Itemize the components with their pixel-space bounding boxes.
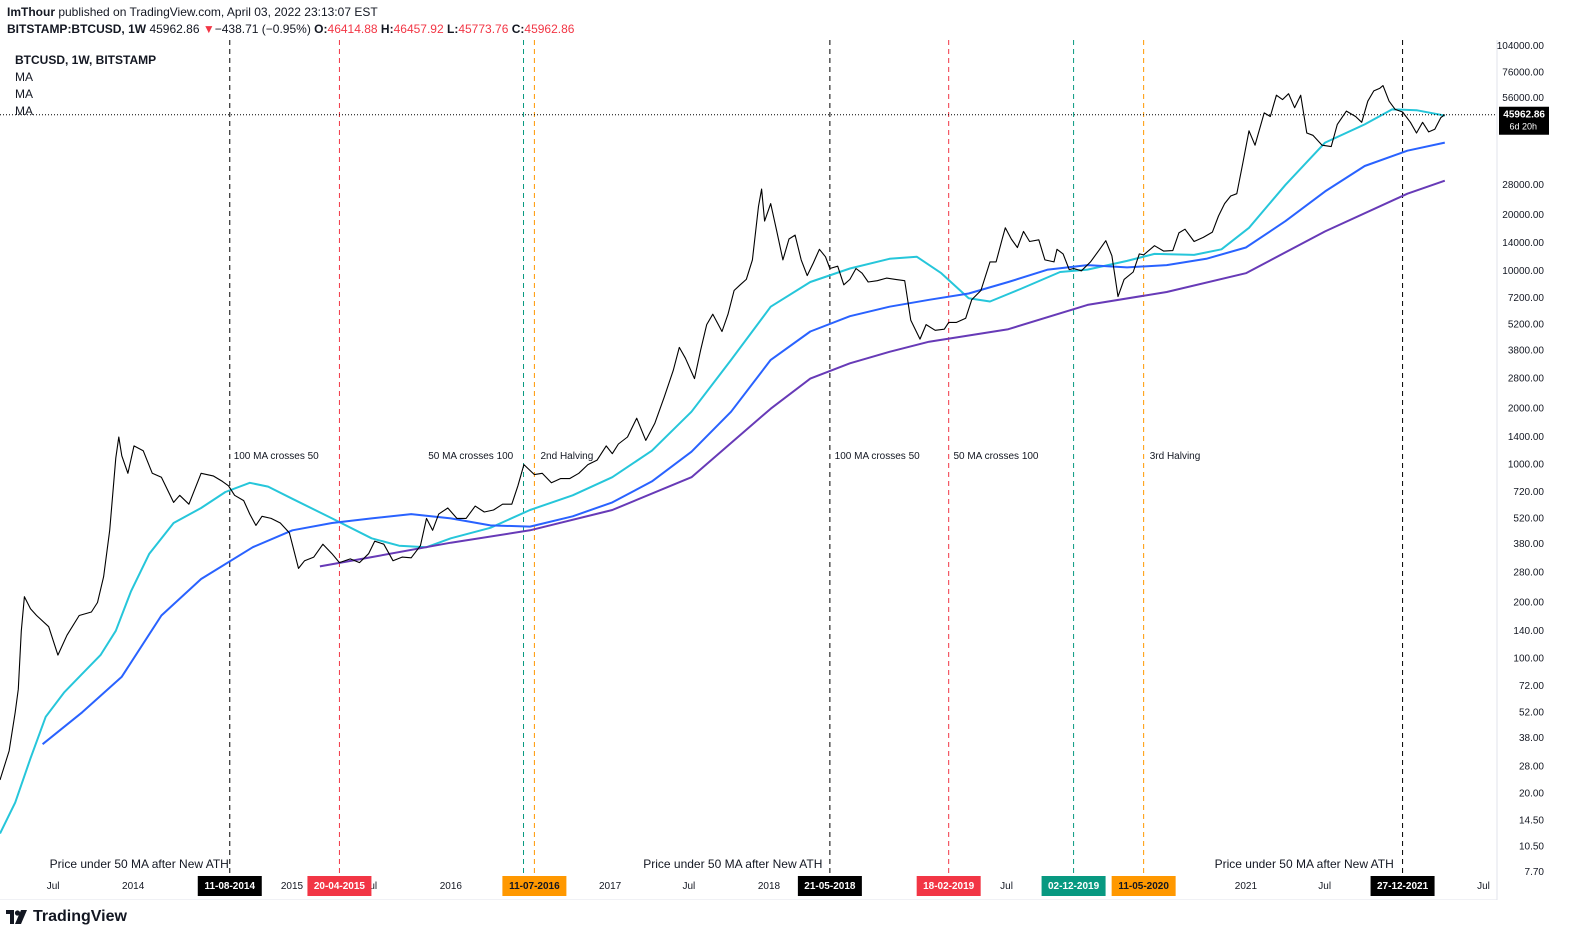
y-tick-label: 140.00 <box>1513 626 1544 637</box>
published-text: published on TradingView.com, April 03, … <box>55 5 378 19</box>
y-tick-label: 10000.00 <box>1502 266 1544 277</box>
annotation-label: 2nd Halving <box>540 451 593 462</box>
close-label: C: <box>511 22 525 36</box>
event-date-tag <box>502 876 567 896</box>
y-tick-label: 1000.00 <box>1508 460 1545 471</box>
y-tick-label: 7200.00 <box>1508 293 1545 304</box>
y-tick-label: 20000.00 <box>1502 210 1544 221</box>
y-tick-label: 76000.00 <box>1502 67 1544 78</box>
y-tick-label: 38.00 <box>1519 733 1544 744</box>
y-tick-label: 280.00 <box>1513 567 1544 578</box>
open-label: O: <box>314 22 328 36</box>
bottom-note: Price under 50 MA after New ATH <box>643 857 822 871</box>
event-date-tag <box>307 876 372 896</box>
annotation-label: 50 MA crosses 100 <box>953 451 1038 462</box>
high-label: H: <box>380 22 394 36</box>
chart-legend: BTCUSD, 1W, BITSTAMP MA MA MA <box>15 52 156 120</box>
bottom-note: Price under 50 MA after New ATH <box>50 857 229 871</box>
x-tick-label: 2014 <box>122 881 145 892</box>
current-price: 45962.86 <box>149 22 200 36</box>
x-tick-label: 2015 <box>281 881 304 892</box>
legend-ma-2[interactable]: MA <box>15 87 33 101</box>
event-date-label: 11-05-2020 <box>1118 881 1169 892</box>
legend-title: BTCUSD, 1W, BITSTAMP <box>15 53 157 67</box>
price-line <box>0 85 1446 781</box>
y-tick-label: 520.00 <box>1513 513 1544 524</box>
last-price-tag <box>1499 106 1549 135</box>
tradingview-logo-icon <box>6 910 27 924</box>
y-tick-label: 52.00 <box>1519 707 1544 718</box>
event-date-label: 27-12-2021 <box>1377 881 1429 892</box>
low-label: L: <box>447 22 459 36</box>
y-tick-label: 14.50 <box>1519 816 1544 827</box>
moving-average-line <box>319 179 1446 568</box>
y-tick-label: 28.00 <box>1519 761 1544 772</box>
publisher-name[interactable]: ImThour <box>7 5 55 19</box>
event-date-label: 02-12-2019 <box>1048 881 1100 892</box>
moving-average-line <box>41 141 1446 745</box>
low-value: 45773.76 <box>458 22 509 36</box>
y-tick-label: 2800.00 <box>1508 374 1545 385</box>
y-tick-label: 200.00 <box>1513 598 1544 609</box>
y-tick-label: 2000.00 <box>1508 404 1545 415</box>
y-tick-label: 20.00 <box>1519 788 1544 799</box>
event-date-tag <box>1041 876 1106 896</box>
y-tick-label: 14000.00 <box>1502 238 1544 249</box>
annotation-label: 50 MA crosses 100 <box>428 451 513 462</box>
y-tick-label: 104000.00 <box>1497 41 1545 52</box>
event-date-label: 11-07-2016 <box>509 881 560 892</box>
price-change: −438.71 (−0.95%) <box>214 22 311 36</box>
event-date-tag <box>797 876 862 896</box>
high-value: 46457.92 <box>393 22 444 36</box>
symbol-label: BITSTAMP:BTCUSD, 1W <box>7 22 147 36</box>
y-tick-label: 1400.00 <box>1508 432 1545 443</box>
x-tick-label: Jul <box>1000 881 1013 892</box>
x-tick-label: Jul <box>1318 881 1331 892</box>
x-tick-label: 2017 <box>599 881 622 892</box>
event-date-label: 18-02-2019 <box>923 881 975 892</box>
open-value: 46414.88 <box>327 22 378 36</box>
y-tick-label: 10.50 <box>1519 842 1544 853</box>
event-date-tag <box>1111 876 1176 896</box>
annotation-label: 100 MA crosses 50 <box>835 451 920 462</box>
event-date-label: 11-08-2014 <box>204 881 255 892</box>
close-value: 45962.86 <box>524 22 575 36</box>
x-tick-label: Jul <box>47 881 60 892</box>
last-price-label: 45962.86 <box>1503 110 1545 121</box>
event-date-label: 21-05-2018 <box>804 881 856 892</box>
x-tick-label: Jul <box>1477 881 1490 892</box>
x-tick-label: 2018 <box>758 881 781 892</box>
countdown-label: 6d 20h <box>1509 122 1537 132</box>
ohlc-bar: BITSTAMP:BTCUSD, 1W 45962.86 ▼−438.71 (−… <box>7 22 574 36</box>
y-tick-label: 28000.00 <box>1502 180 1544 191</box>
moving-average-line <box>0 108 1445 834</box>
y-tick-label: 100.00 <box>1513 653 1544 664</box>
y-tick-label: 56000.00 <box>1502 93 1544 104</box>
legend-ma-3[interactable]: MA <box>15 104 33 118</box>
x-tick-label: 2021 <box>1235 881 1258 892</box>
y-tick-label: 7.70 <box>1525 867 1545 878</box>
price-chart[interactable]: 104000.00 76000.00 56000.00 28000.00 20000.0… <box>0 40 1569 900</box>
event-date-tag <box>197 876 262 896</box>
publish-info: ImThour published on TradingView.com, Ap… <box>7 5 378 19</box>
down-arrow-icon: ▼ <box>202 22 215 36</box>
y-tick-label: 5200.00 <box>1508 320 1545 331</box>
event-date-label: 20-04-2015 <box>314 881 366 892</box>
x-tick-label: Jul <box>682 881 695 892</box>
tradingview-logo-text: TradingView <box>33 908 127 925</box>
annotation-label: 3rd Halving <box>1150 451 1201 462</box>
event-date-tag <box>916 876 981 896</box>
bottom-note: Price under 50 MA after New ATH <box>1215 857 1394 871</box>
tradingview-footer[interactable]: TradingView <box>6 908 127 926</box>
y-tick-label: 3800.00 <box>1508 345 1545 356</box>
y-tick-label: 720.00 <box>1513 487 1544 498</box>
y-tick-label: 380.00 <box>1513 539 1544 550</box>
legend-ma-1[interactable]: MA <box>15 70 33 84</box>
event-date-tag <box>1370 876 1435 896</box>
y-tick-label: 72.00 <box>1519 681 1544 692</box>
annotation-label: 100 MA crosses 50 <box>234 451 319 462</box>
x-tick-label: 2016 <box>440 881 463 892</box>
